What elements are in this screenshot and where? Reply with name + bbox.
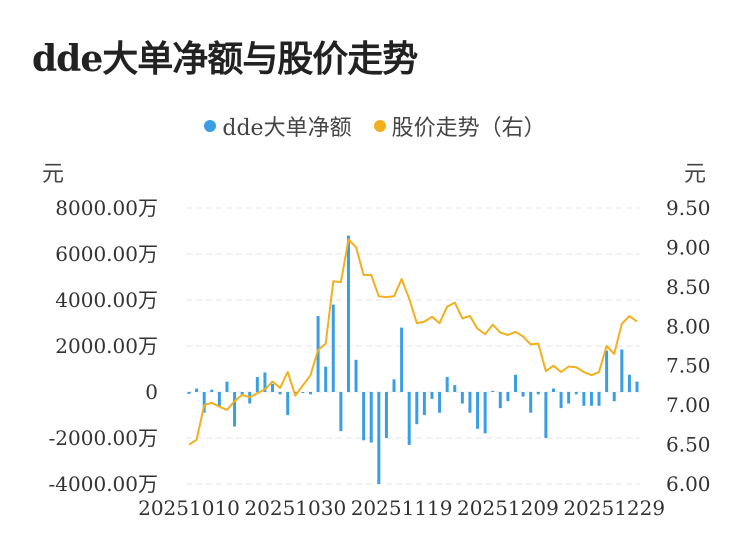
right-axis-unit: 元 xyxy=(684,162,707,187)
bar xyxy=(278,392,282,395)
bar xyxy=(233,392,237,427)
left-tick-label: 2000.00万 xyxy=(55,334,158,358)
bar xyxy=(362,392,366,441)
bar xyxy=(263,372,267,392)
bar xyxy=(240,392,244,395)
bar xyxy=(346,235,350,392)
right-tick-label: 8.00 xyxy=(666,314,711,338)
bar xyxy=(589,392,593,406)
price-line xyxy=(188,238,638,446)
bar xyxy=(369,392,373,443)
bar xyxy=(574,392,578,395)
bar xyxy=(506,392,510,402)
bar xyxy=(582,392,586,406)
left-tick-label: -4000.00万 xyxy=(49,472,158,496)
bar xyxy=(620,349,624,392)
bar xyxy=(384,392,388,438)
bar xyxy=(195,388,199,392)
right-tick-label: 7.50 xyxy=(666,354,711,378)
right-tick-label: 9.50 xyxy=(666,196,711,220)
bar xyxy=(445,377,449,392)
legend-label-price: 股价走势（右） xyxy=(391,116,546,141)
bar xyxy=(308,392,312,395)
x-tick-label: 20251119 xyxy=(351,496,453,520)
bar xyxy=(551,388,555,392)
bar xyxy=(286,392,290,415)
chart-title: dde大单净额与股价走势 xyxy=(32,38,418,80)
bar xyxy=(468,392,472,413)
line-series xyxy=(188,238,638,446)
right-tick-label: 7.00 xyxy=(666,393,711,417)
bar xyxy=(331,304,335,392)
x-tick-label: 20251209 xyxy=(457,496,559,520)
legend-dot-yellow-icon xyxy=(373,120,386,132)
bar xyxy=(627,374,631,392)
bar xyxy=(483,392,487,434)
right-axis-ticks: 9.50 9.00 8.50 8.00 7.50 7.00 6.50 6.00 xyxy=(666,196,711,496)
bar xyxy=(225,381,229,392)
legend-item-price[interactable]: 股价走势（右） xyxy=(373,110,546,142)
left-tick-label: 0 xyxy=(145,380,158,404)
bar xyxy=(407,392,411,445)
bar xyxy=(422,392,426,415)
bar xyxy=(559,392,563,409)
bar xyxy=(324,366,328,392)
bar xyxy=(202,392,206,413)
bar xyxy=(400,327,404,392)
x-tick-label: 20251030 xyxy=(244,496,346,520)
bar xyxy=(605,350,609,392)
legend-dot-blue-icon xyxy=(204,120,217,132)
bar xyxy=(255,377,259,392)
bar xyxy=(529,392,533,413)
left-tick-label: -2000.00万 xyxy=(49,426,158,450)
bar xyxy=(271,383,275,392)
x-tick-label: 20251229 xyxy=(563,496,665,520)
left-axis-ticks: 8000.00万 6000.00万 4000.00万 2000.00万 0 -2000.0… xyxy=(49,196,158,496)
x-tick-label: 20251010 xyxy=(138,496,240,520)
bar xyxy=(377,392,381,484)
bar xyxy=(514,374,518,392)
legend-item-dde[interactable]: dde大单净额 xyxy=(204,110,352,142)
bar xyxy=(217,392,221,406)
bar xyxy=(498,392,502,409)
right-tick-label: 9.00 xyxy=(666,235,711,259)
bar xyxy=(187,392,191,394)
left-tick-label: 8000.00万 xyxy=(55,196,158,220)
bar xyxy=(316,316,320,392)
bar xyxy=(476,392,480,429)
bar xyxy=(460,392,464,404)
bar xyxy=(597,392,601,406)
left-tick-label: 4000.00万 xyxy=(55,288,158,312)
bar xyxy=(612,392,616,402)
right-tick-label: 6.50 xyxy=(666,433,711,457)
bar xyxy=(392,379,396,392)
left-axis-unit: 元 xyxy=(42,162,65,187)
bar xyxy=(339,392,343,432)
bar xyxy=(491,390,495,392)
bar xyxy=(567,392,571,404)
bar xyxy=(635,381,639,392)
bar xyxy=(430,392,434,399)
bar xyxy=(301,392,305,393)
bar xyxy=(354,359,358,392)
bar xyxy=(453,385,457,392)
bar xyxy=(210,389,214,392)
bar xyxy=(438,392,442,413)
legend: dde大单净额 股价走势（右） xyxy=(0,110,750,142)
bar xyxy=(415,392,419,425)
bar xyxy=(544,392,548,438)
left-tick-label: 6000.00万 xyxy=(55,242,158,266)
bar xyxy=(521,392,525,397)
bar xyxy=(536,392,540,395)
x-axis-ticks: 20251010 20251030 20251119 20251209 20251229 xyxy=(138,496,665,520)
legend-label-dde: dde大单净额 xyxy=(222,116,352,141)
right-tick-label: 6.00 xyxy=(666,472,711,496)
bar-series xyxy=(187,235,639,484)
gridlines xyxy=(186,207,640,485)
right-tick-label: 8.50 xyxy=(666,275,711,299)
